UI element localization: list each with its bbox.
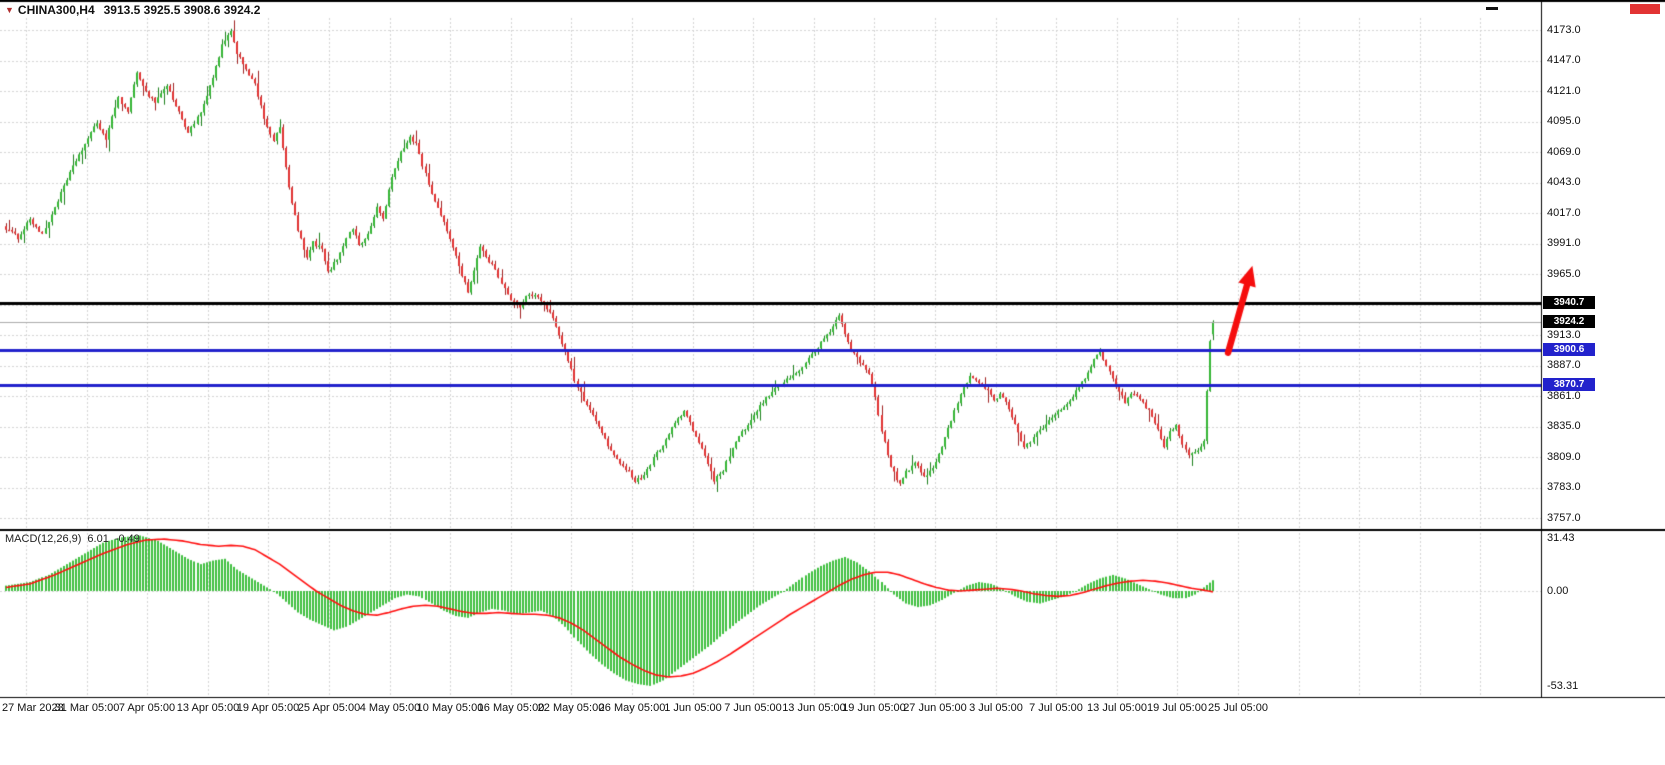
price-tick-label: 4069.0 (1547, 145, 1581, 158)
time-axis-label: 19 Jul 05:00 (1147, 702, 1207, 714)
symbol-name: CHINA300,H4 (17, 3, 95, 17)
price-tick-label: 4173.0 (1547, 23, 1581, 36)
price-tick-label: 3809.0 (1547, 450, 1581, 463)
black-level-price-tag: 3940.7 (1543, 295, 1595, 309)
price-tick-label: 3757.0 (1547, 511, 1581, 524)
time-axis-label: 7 Apr 05:00 (118, 702, 176, 714)
blue-level-price-tag: 3870.7 (1543, 377, 1595, 391)
time-axis-label: 10 May 05:00 (416, 702, 484, 714)
symbol-ohlc-label: ▼ CHINA300,H4 3913.5 3925.5 3908.6 3924.2 (5, 3, 260, 17)
price-tick-label: 3913.0 (1547, 328, 1581, 341)
macd-main-value: 6.01 (87, 533, 109, 545)
blue-level-price-tag: 3900.6 (1543, 342, 1595, 356)
price-tick-label: 4147.0 (1547, 54, 1581, 66)
macd-scale-label: -53.31 (1547, 679, 1579, 692)
price-tick-label: 4121.0 (1547, 84, 1581, 97)
time-axis-label: 4 May 05:00 (359, 702, 421, 714)
price-axis[interactable]: 4173.0 4147.0 4121.0 4095.0 4069.0 4043.0 4017… (1542, 0, 1665, 698)
ohlc-values: 3913.5 3925.5 3908.6 3924.2 (103, 3, 261, 17)
time-axis-label: 27 Mar 2023 (2, 702, 64, 714)
price-tick-label: 3991.0 (1547, 237, 1581, 249)
time-axis-label: 25 Apr 05:00 (297, 702, 361, 714)
time-axis-label: 16 May 05:00 (477, 702, 545, 714)
macd-indicator-label: MACD(12,26,9) 6.01 -0.49 (5, 533, 140, 545)
time-axis-label: 7 Jul 05:00 (1029, 702, 1083, 714)
time-axis-label: 31 Mar 05:00 (54, 702, 120, 714)
time-axis-label: 1 Jun 05:00 (664, 702, 722, 714)
price-tick-label: 3783.0 (1547, 481, 1581, 493)
time-axis-label: 25 Jul 05:00 (1208, 702, 1268, 714)
time-axis-label: 22 May 05:00 (537, 702, 605, 714)
symbol-dropdown-icon[interactable]: ▼ (5, 5, 14, 15)
time-axis-label: 13 Jun 05:00 (782, 702, 846, 714)
price-tick-label: 4043.0 (1547, 176, 1581, 188)
macd-scale-label: 31.43 (1547, 532, 1575, 544)
time-axis-label: 13 Jul 05:00 (1087, 702, 1147, 714)
time-axis-label: 19 Apr 05:00 (236, 702, 300, 714)
macd-signal-value: -0.49 (114, 533, 140, 545)
price-tick-label: 3887.0 (1547, 359, 1581, 371)
time-axis-label: 27 Jun 05:00 (903, 702, 967, 714)
time-axis-label: 26 May 05:00 (598, 702, 666, 714)
time-axis-label: 19 Jun 05:00 (842, 702, 906, 714)
price-tick-label: 3835.0 (1547, 420, 1581, 432)
price-tick-label: 3965.0 (1547, 267, 1581, 280)
macd-name: MACD(12,26,9) (5, 533, 82, 545)
time-axis-label: 13 Apr 05:00 (176, 702, 240, 714)
price-tick-label: 4095.0 (1547, 115, 1581, 127)
price-tick-label: 4017.0 (1547, 206, 1581, 219)
time-axis[interactable]: 27 Mar 2023 31 Mar 05:00 7 Apr 05:00 13 Apr… (0, 698, 1665, 720)
minimize-dash[interactable] (1486, 7, 1498, 10)
time-axis-label: 3 Jul 05:00 (969, 702, 1023, 714)
black-level-price-tag: 3924.2 (1543, 314, 1595, 328)
price-tick-label: 3861.0 (1547, 389, 1581, 402)
close-button[interactable] (1630, 4, 1660, 14)
time-axis-label: 7 Jun 05:00 (724, 702, 782, 714)
macd-scale-label: 0.00 (1547, 584, 1569, 597)
